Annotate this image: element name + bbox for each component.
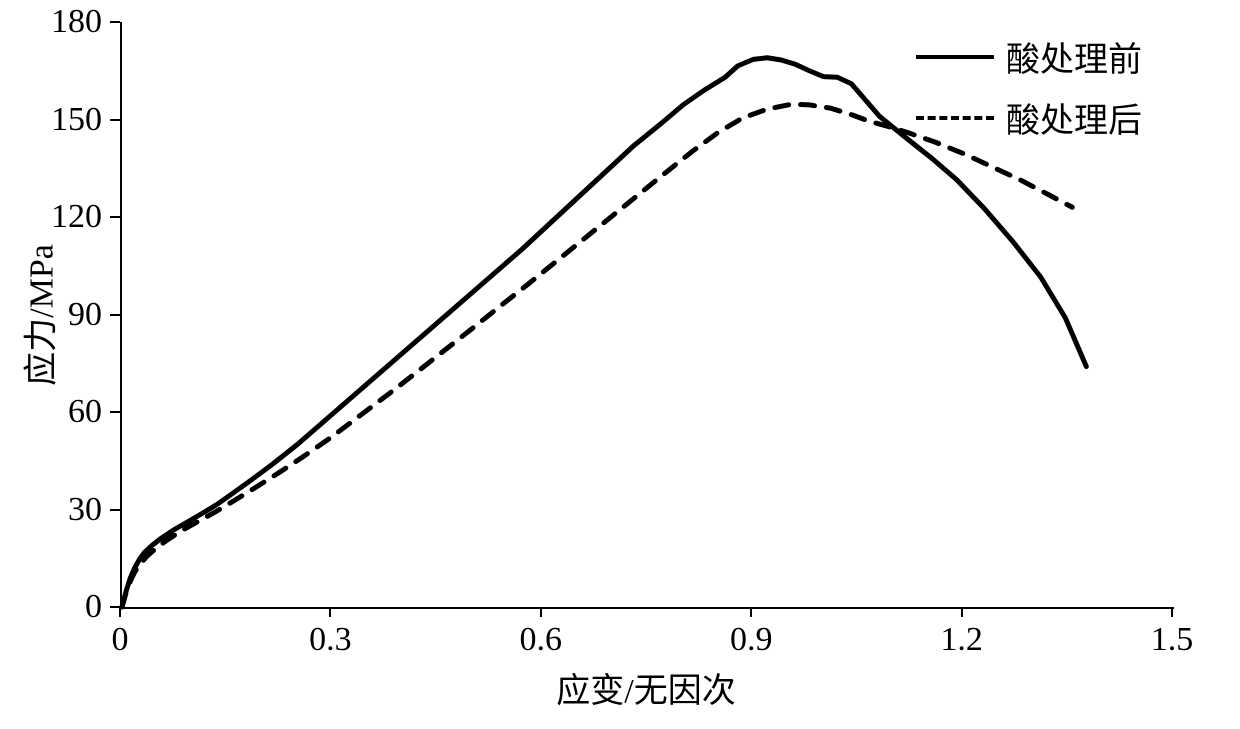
legend-swatch: [916, 55, 994, 59]
x-tick-mark: [750, 607, 752, 617]
legend: 酸处理前酸处理后: [916, 32, 1142, 142]
legend-item-before: 酸处理前: [916, 32, 1142, 81]
x-axis-label: 应变/无因次: [556, 663, 735, 712]
x-tick-label: 0.3: [309, 621, 352, 659]
y-tick-mark: [110, 411, 120, 413]
y-tick-mark: [110, 216, 120, 218]
y-tick-label: 0: [85, 588, 102, 626]
y-tick-label: 150: [51, 101, 102, 139]
x-tick-mark: [119, 607, 121, 617]
y-axis-label: 应力/MPa: [14, 244, 63, 386]
legend-label: 酸处理后: [1006, 93, 1142, 142]
y-tick-mark: [110, 314, 120, 316]
stress-strain-chart: 0 30 60 90 120 150 180 0 0.3 0.6 0.9 1.2 1.5 应力/MPa…: [0, 0, 1240, 729]
x-tick-mark: [961, 607, 963, 617]
y-tick-mark: [110, 21, 120, 23]
x-tick-mark: [1171, 607, 1173, 617]
legend-item-after: 酸处理后: [916, 93, 1142, 142]
x-tick-mark: [329, 607, 331, 617]
y-tick-label: 180: [51, 3, 102, 41]
y-tick-mark: [110, 119, 120, 121]
y-tick-mark: [110, 509, 120, 511]
x-tick-label: 1.2: [940, 621, 983, 659]
legend-label: 酸处理前: [1006, 32, 1142, 81]
x-tick-label: 1.5: [1151, 621, 1194, 659]
legend-swatch: [916, 116, 994, 120]
y-tick-label: 60: [68, 393, 102, 431]
y-tick-label: 90: [68, 296, 102, 334]
x-tick-mark: [540, 607, 542, 617]
x-tick-label: 0.6: [520, 621, 563, 659]
x-tick-label: 0: [112, 621, 129, 659]
y-tick-label: 30: [68, 491, 102, 529]
x-tick-label: 0.9: [730, 621, 773, 659]
y-tick-label: 120: [51, 198, 102, 236]
